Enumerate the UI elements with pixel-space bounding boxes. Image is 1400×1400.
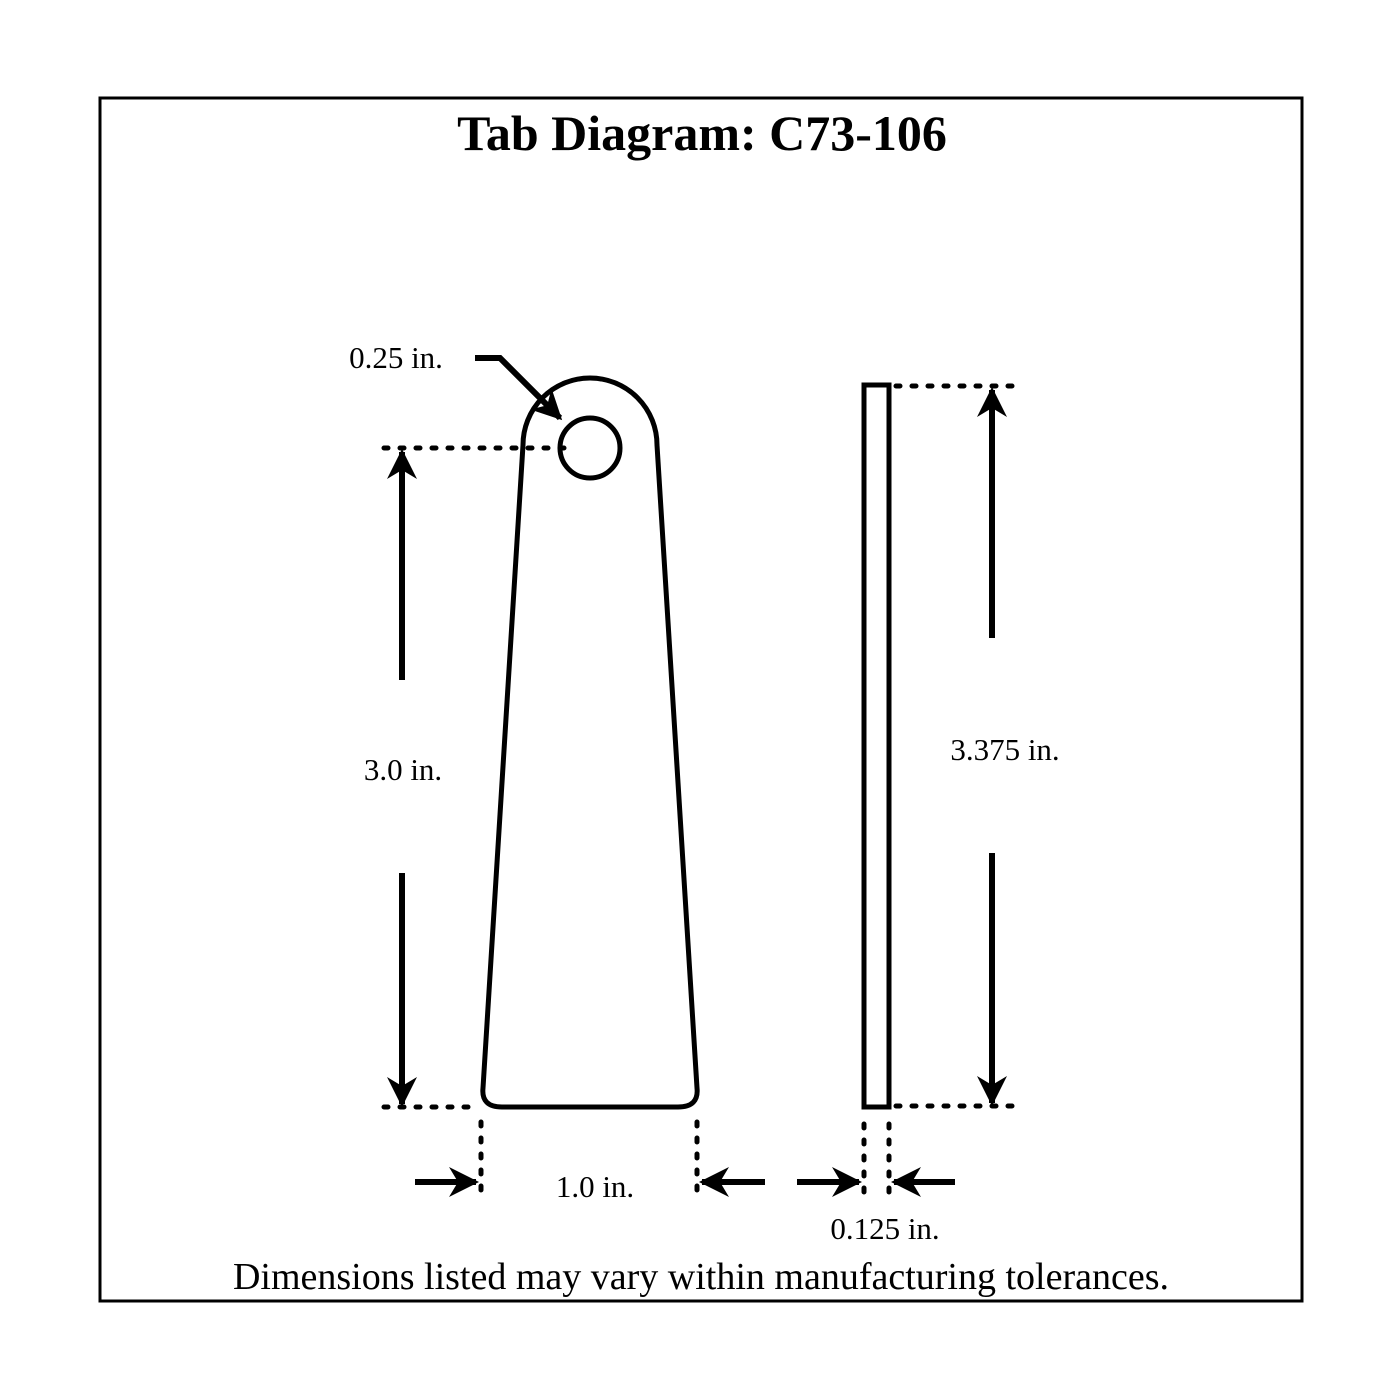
hole-to-bottom-label: 3.0 in. bbox=[364, 752, 442, 787]
tab-front-outline bbox=[480, 375, 700, 1110]
overall-length-label: 3.375 in. bbox=[950, 732, 1059, 767]
hole-leader-arrow bbox=[475, 355, 563, 421]
thickness-label: 0.125 in. bbox=[830, 1211, 939, 1246]
extension-lines bbox=[381, 383, 1018, 1205]
frame-border bbox=[98, 96, 1304, 1303]
tolerance-footer: Dimensions listed may vary within manufa… bbox=[233, 1256, 1169, 1298]
hole-diameter-label: 0.25 in. bbox=[349, 340, 443, 375]
hole-circle bbox=[557, 415, 623, 481]
diagram-title: Tab Diagram: C73-106 bbox=[457, 105, 947, 161]
tab-side-outline bbox=[861, 382, 892, 1110]
bottom-width-label: 1.0 in. bbox=[556, 1169, 634, 1204]
